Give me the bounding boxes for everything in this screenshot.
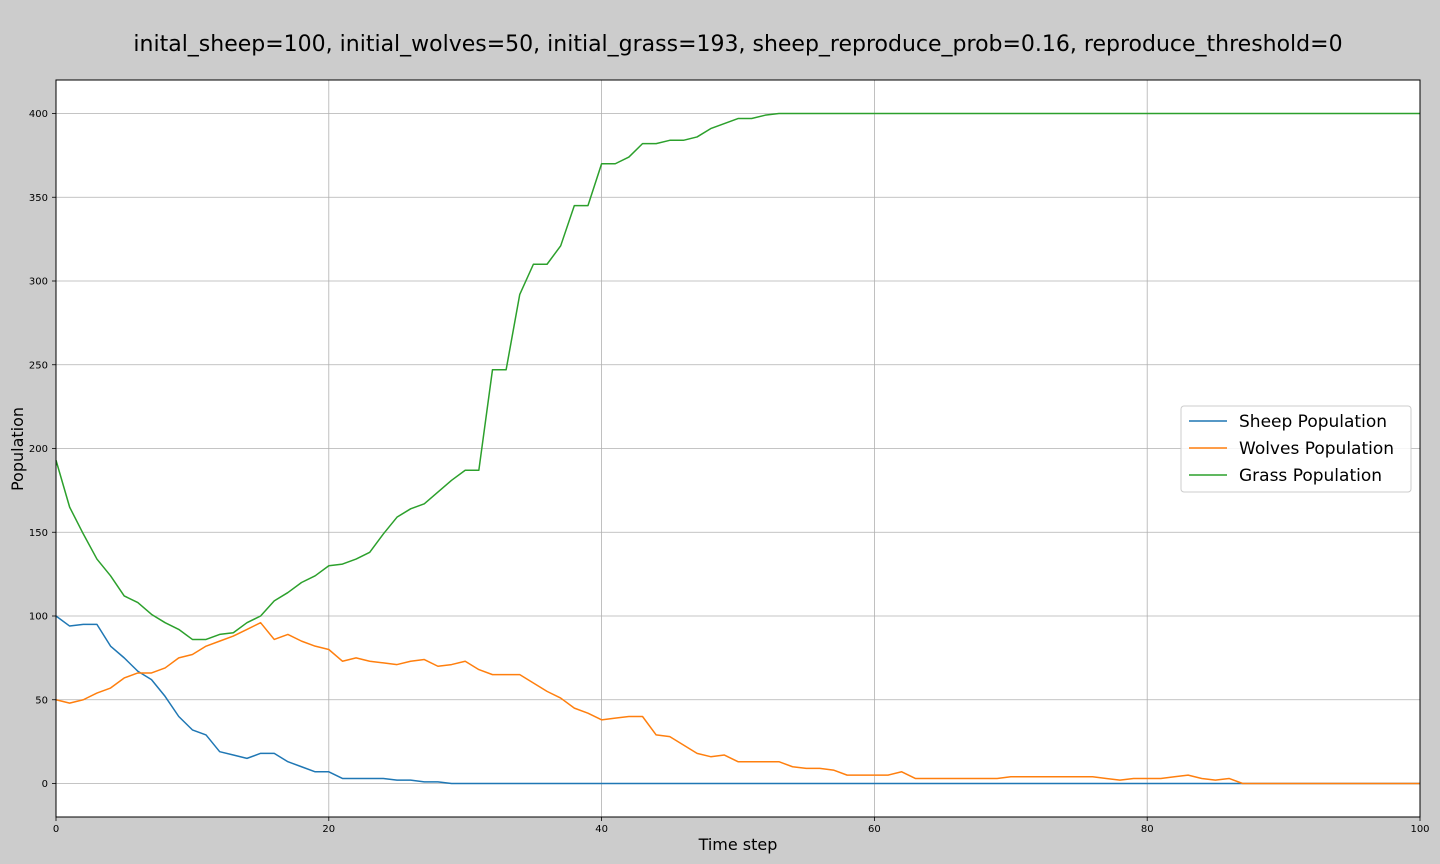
y-tick-label: 0	[42, 779, 48, 790]
legend-box	[1180, 405, 1412, 493]
x-tick-label: 80	[1141, 824, 1154, 835]
series-line-wolves-population	[55, 621, 1420, 785]
y-axis-label: Population	[8, 407, 27, 491]
x-tick-label: 60	[868, 824, 881, 835]
series-line-grass-population	[55, 112, 1420, 641]
y-tick-label: 200	[29, 444, 48, 455]
legend-label-wolves-population: Wolves Population	[1239, 439, 1394, 459]
legend-label-grass-population: Grass Population	[1239, 466, 1382, 486]
series-line-sheep-population	[55, 615, 1420, 785]
x-tick-label: 40	[595, 824, 608, 835]
chart-title: inital_sheep=100, initial_wolves=50, ini…	[133, 32, 1342, 57]
y-tick-label: 100	[29, 612, 48, 623]
x-tick-label: 100	[1410, 824, 1429, 835]
series-lines	[55, 112, 1420, 785]
y-tick-label: 150	[29, 528, 48, 539]
y-tick-label: 300	[29, 277, 48, 288]
legend: Sheep Population Wolves Population Grass P…	[1180, 405, 1412, 493]
y-tick-label: 350	[29, 193, 48, 204]
y-tick-label: 250	[29, 360, 48, 371]
legend-label-sheep-population: Sheep Population	[1239, 412, 1387, 432]
x-tick-label: 0	[53, 824, 59, 835]
axes-ticks: 0 20 40 60 80 100 0 50 100 150 200 250 300 350 400	[29, 109, 1430, 835]
y-tick-label: 400	[29, 109, 48, 120]
x-tick-label: 20	[322, 824, 335, 835]
y-tick-label: 50	[35, 695, 48, 706]
legend-items: Sheep Population Wolves Population Grass P…	[1189, 412, 1394, 486]
x-axis-label: Time step	[698, 835, 778, 854]
